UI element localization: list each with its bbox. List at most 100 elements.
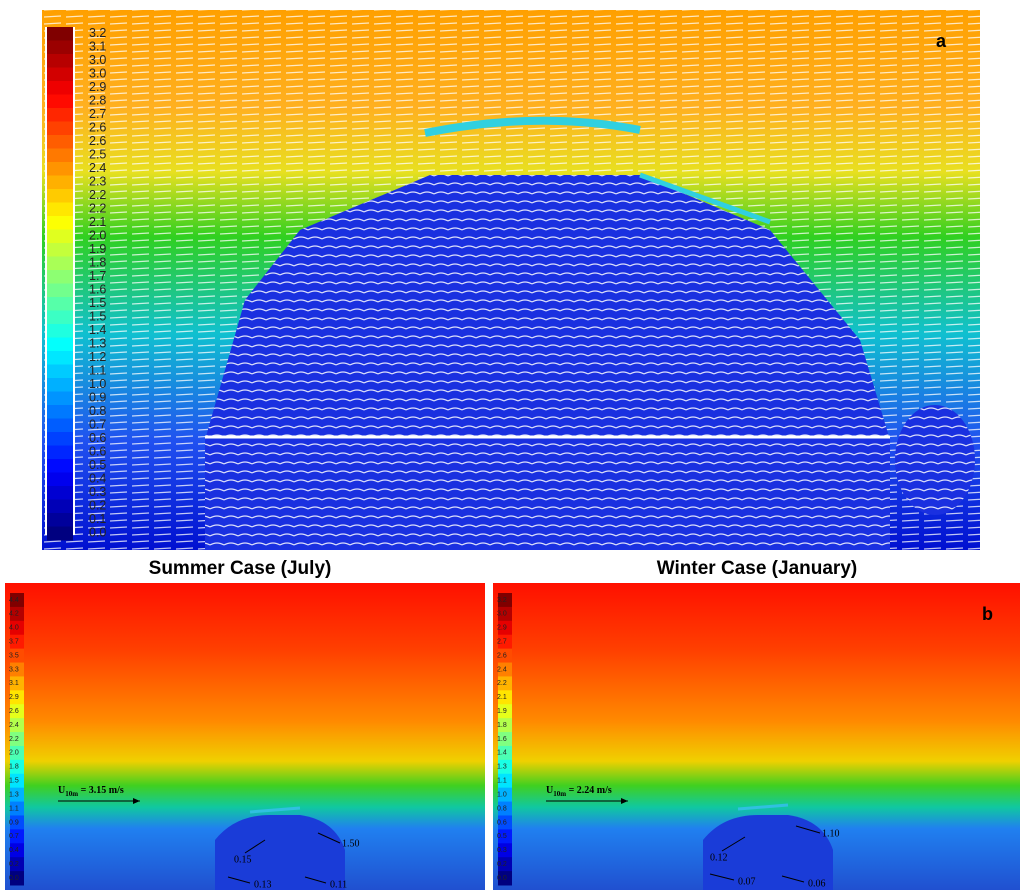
colorbar-label: 3.3	[9, 666, 19, 673]
colorbar-label: 1.0	[497, 791, 507, 798]
arrow	[304, 876, 327, 884]
colorbar-label: 3.0	[89, 53, 106, 67]
colorbar-label: 3.1	[89, 40, 106, 54]
dome-streamlines	[205, 175, 890, 550]
colorbar-swatch	[47, 351, 73, 365]
colorbar-swatch	[47, 459, 73, 473]
colorbar: 3.23.13.03.02.92.82.72.62.62.52.42.32.22…	[47, 26, 106, 541]
annotation: 0.07	[738, 876, 756, 887]
wind-symbol: U	[58, 785, 65, 796]
colorbar-label: 1.4	[89, 323, 106, 337]
colorbar-swatch	[47, 337, 73, 352]
colorbar-label: 1.5	[89, 296, 106, 310]
colorbar-label: 2.6	[497, 652, 507, 659]
colorbar-label: 3.0	[497, 611, 507, 618]
colorbar-swatch	[498, 620, 512, 636]
colorbar-swatch	[498, 634, 512, 650]
annotation: 1.10	[822, 828, 840, 839]
colorbar-swatch	[498, 648, 512, 664]
colorbar-label: 0.6	[89, 445, 106, 459]
wind-symbol: U	[546, 785, 553, 796]
colorbar-label: 0.4	[89, 472, 106, 486]
colorbar-swatch	[10, 648, 24, 664]
colorbar-swatch	[47, 256, 73, 271]
colorbar-label: 2.2	[497, 680, 507, 687]
colorbar-label: 2.9	[9, 694, 19, 701]
colorbar-label: 0.3	[497, 847, 507, 854]
panel-label: b	[982, 604, 993, 624]
annotation: 0.12	[710, 852, 728, 863]
colorbar-swatch	[47, 472, 73, 487]
colorbar-label: 1.8	[89, 256, 106, 270]
colorbar-label: 1.8	[497, 722, 507, 729]
colorbar-label: 1.1	[497, 778, 507, 785]
colorbar-swatch	[10, 718, 24, 733]
colorbar-swatch	[10, 704, 24, 719]
colorbar-label: 0.5	[89, 458, 106, 472]
colorbar-swatch	[47, 121, 73, 136]
colorbar-swatch	[498, 787, 512, 803]
colorbar-swatch	[47, 270, 73, 284]
colorbar-swatch	[498, 732, 512, 747]
colorbar-swatch	[10, 773, 24, 789]
annotation: 0.11	[330, 879, 347, 890]
colorbar-swatch	[47, 391, 73, 406]
colorbar-label: 0.8	[497, 805, 507, 812]
colorbar-label: 0.0	[9, 875, 19, 882]
colorbar-swatch	[10, 857, 24, 872]
colorbar-label: 2.6	[89, 121, 106, 135]
colorbar-swatch	[47, 229, 73, 244]
colorbar-swatch	[498, 704, 512, 719]
colorbar-swatch	[47, 135, 73, 149]
annotation: 1.50	[342, 838, 360, 849]
colorbar-swatch	[10, 759, 24, 775]
colorbar-swatch	[47, 189, 73, 203]
colorbar-label: 3.0	[89, 67, 106, 81]
colorbar-swatch	[498, 745, 512, 761]
colorbar-label: 0.7	[89, 418, 106, 432]
colorbar-swatch	[498, 773, 512, 789]
colorbar-swatch	[10, 732, 24, 747]
colorbar-label: 1.5	[9, 778, 19, 785]
roof	[737, 803, 789, 811]
colorbar-swatch	[47, 81, 73, 95]
colorbar-label: 2.9	[89, 80, 106, 94]
arrow	[781, 875, 805, 883]
colorbar-label: 3.5	[9, 652, 19, 659]
colorbar-label: 3.2	[497, 597, 507, 604]
summer-panel: 4.4 4.2 4.0 3.7 3.5 3.3 3.1 2.9 2.6 2.4 2.2 2.0 1.8 1…	[5, 583, 485, 890]
colorbar-swatch	[47, 405, 73, 419]
arrow	[227, 876, 251, 884]
roof	[249, 806, 301, 814]
colorbar-swatch	[10, 606, 24, 622]
colorbar-label: 1.3	[9, 791, 19, 798]
colorbar-label: 2.5	[89, 148, 106, 162]
colorbar-label: 2.9	[497, 625, 507, 632]
colorbar-swatch	[47, 67, 73, 82]
colorbar-label: 1.1	[89, 364, 106, 378]
colorbar-label: 0.2	[89, 499, 106, 513]
colorbar-swatch	[498, 662, 512, 677]
colorbar-swatch	[47, 202, 73, 217]
arrow	[317, 832, 341, 844]
colorbar-label: 2.8	[89, 94, 106, 108]
colorbar-label: 4.4	[9, 597, 19, 604]
colorbar-swatch	[498, 843, 512, 858]
colorbar-swatch	[498, 676, 512, 691]
colorbar-swatch	[10, 815, 24, 830]
colorbar-swatch	[47, 283, 73, 298]
colorbar-swatch	[47, 148, 73, 163]
wind-label: U10m = 2.24 m/s	[546, 785, 628, 804]
vortex-streamlines	[895, 405, 975, 515]
colorbar-label: 0.2	[9, 861, 19, 868]
colorbar-label: 0.8	[89, 404, 106, 418]
dome	[215, 815, 345, 890]
colorbar-swatch	[498, 801, 512, 816]
colorbar-swatch	[498, 815, 512, 830]
colorbar-swatch	[498, 690, 512, 705]
colorbar-swatch	[47, 324, 73, 338]
colorbar-label: 1.5	[89, 310, 106, 324]
colorbar-label: 2.7	[497, 639, 507, 646]
colorbar-swatch	[47, 486, 73, 500]
colorbar-label: 3.1	[9, 680, 19, 687]
